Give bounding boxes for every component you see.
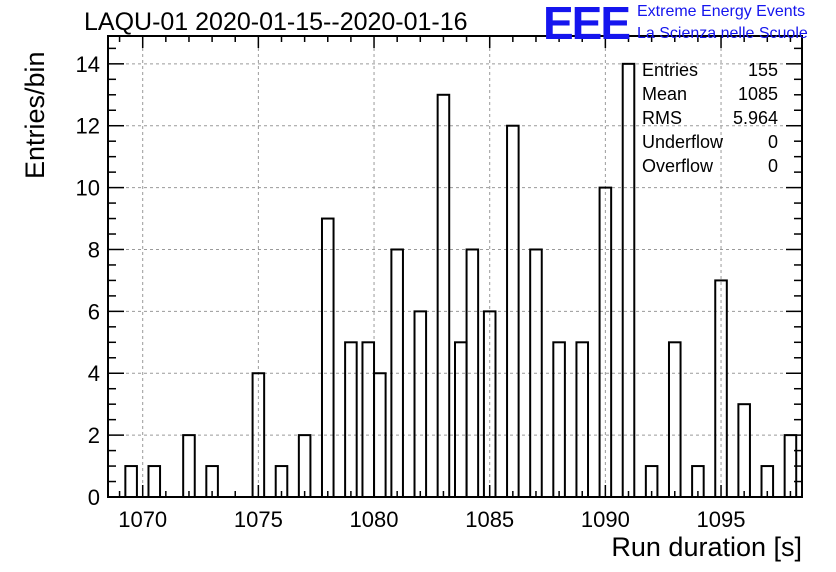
- histogram-bar: [436, 93, 451, 498]
- stat-label: Underflow: [642, 132, 724, 152]
- x-axis-label: Run duration [s]: [611, 532, 802, 562]
- x-tick-label: 1095: [697, 507, 746, 532]
- x-tick-label: 1085: [465, 507, 514, 532]
- stat-value: 0: [767, 132, 778, 152]
- stat-label: Entries: [642, 60, 699, 80]
- histogram-bar: [320, 217, 335, 499]
- stat-label: Mean: [642, 84, 688, 104]
- stat-value: 5.964: [732, 108, 778, 128]
- histogram-bar: [361, 341, 376, 498]
- logo-line-2: La Scienza nelle Scuole: [637, 25, 808, 42]
- histogram-bar: [182, 434, 196, 499]
- x-tick-label: 1080: [350, 507, 399, 532]
- stat-entries: Entries 155: [642, 58, 778, 82]
- stat-overflow: Overflow 0: [642, 154, 778, 178]
- histogram-bar: [297, 434, 312, 499]
- eee-logo: EEE: [543, 0, 631, 49]
- plot-frame: [107, 35, 803, 498]
- stat-value: 1085: [737, 84, 778, 104]
- stat-value: 0: [767, 156, 778, 176]
- y-tick-label: 14: [76, 52, 100, 77]
- stat-value: 155: [747, 60, 778, 80]
- y-axis-label: Entries/bin: [20, 51, 50, 179]
- x-tick-label: 1090: [581, 507, 630, 532]
- y-tick-label: 8: [88, 237, 100, 262]
- y-tick-label: 4: [88, 361, 100, 386]
- x-tick-label: 1075: [234, 507, 283, 532]
- histogram-bar: [552, 341, 566, 498]
- histogram-bar: [147, 465, 162, 498]
- histogram-bar: [413, 310, 428, 499]
- stat-underflow: Underflow 0: [642, 130, 778, 154]
- histogram-bar: [344, 341, 358, 498]
- stat-mean: Mean 1085: [642, 82, 778, 106]
- grid-layer: [108, 36, 802, 497]
- histogram-bar: [667, 341, 682, 498]
- histogram-bar: [621, 62, 636, 498]
- x-tick-label: 1070: [118, 507, 167, 532]
- histogram-bar: [454, 341, 468, 498]
- histogram-bar: [737, 403, 751, 499]
- stat-label: Overflow: [642, 156, 714, 176]
- axes-layer: 1070 1075 1080 1085 1090 1095 0 2 4 6 8 10 12 14: [76, 35, 803, 532]
- histogram-bar: [575, 341, 590, 498]
- y-tick-label: 2: [88, 423, 100, 448]
- stats-box: Entries 155 Mean 1085 RMS 5.964 Underflow 0 …: [642, 58, 778, 178]
- chart-title: LAQU-01 2020-01-15--2020-01-16: [84, 8, 468, 36]
- y-tick-label: 10: [76, 176, 100, 201]
- logo-line-1: Extreme Energy Events: [637, 3, 806, 20]
- y-tick-label: 12: [76, 114, 100, 139]
- histogram-bar: [124, 465, 138, 498]
- y-tick-label: 0: [88, 485, 100, 510]
- stat-rms: RMS 5.964: [642, 106, 778, 130]
- stat-label: RMS: [642, 108, 682, 128]
- y-tick-label: 6: [88, 299, 100, 324]
